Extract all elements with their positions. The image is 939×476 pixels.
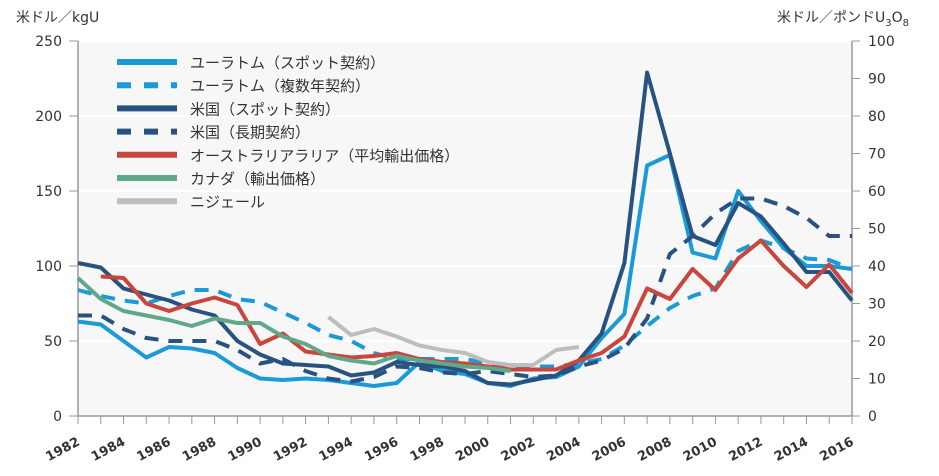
series-line <box>327 315 580 367</box>
legend-label: 米国（スポット契約） <box>190 100 340 118</box>
x-tick-label: 2016 <box>817 435 856 465</box>
x-tick-label: 1994 <box>317 435 356 465</box>
x-tick-label: 1988 <box>180 435 219 465</box>
series-line <box>77 153 853 388</box>
series-line <box>77 70 854 387</box>
x-tick-label: 1996 <box>362 435 401 465</box>
left-tick-label: 250 <box>35 34 62 50</box>
legend: ユーラトム（スポット契約） ユーラトム（複数年契約） 米国（スポット契約） 米国（長期… <box>117 54 459 211</box>
x-tick-label: 1998 <box>408 435 447 465</box>
left-tick-label: 150 <box>35 184 62 200</box>
x-tick-label: 2002 <box>499 435 538 465</box>
legend-label: オーストラリアラリア（平均輸出価格） <box>190 147 459 165</box>
legend-label: カナダ（輸出価格） <box>190 170 325 188</box>
left-tick-label: 100 <box>35 259 62 275</box>
x-tick-label: 2008 <box>635 435 674 465</box>
right-tick-label: 70 <box>868 147 886 163</box>
left-tick-label: 0 <box>53 409 62 425</box>
legend-label: ユーラトム（スポット契約） <box>190 54 385 72</box>
left-tick-label: 50 <box>44 334 62 350</box>
x-tick-label: 1984 <box>89 435 128 465</box>
series-line <box>78 196 852 384</box>
x-tick-label: 2012 <box>726 435 765 465</box>
plot-background <box>78 41 852 416</box>
x-tick-label: 2004 <box>544 435 583 465</box>
right-tick-label: 40 <box>868 259 886 275</box>
x-tick-label: 2006 <box>590 435 629 465</box>
legend-label: ニジェール <box>190 193 265 211</box>
right-tick-label: 30 <box>868 297 886 313</box>
right-tick-label: 10 <box>868 372 886 388</box>
right-tick-label: 60 <box>868 184 886 200</box>
x-tick-label: 2000 <box>453 435 492 465</box>
series-line <box>100 238 854 372</box>
left-tick-label: 200 <box>35 109 62 125</box>
legend-label: 米国（長期契約） <box>190 124 310 142</box>
x-tick-label: 1982 <box>43 435 82 465</box>
right-tick-label: 50 <box>868 222 886 238</box>
series-line <box>76 276 511 373</box>
right-tick-label: 100 <box>868 34 895 50</box>
x-tick-label: 1990 <box>226 435 265 465</box>
right-tick-label: 90 <box>868 72 886 88</box>
right-tick-label: 20 <box>868 334 886 350</box>
right-tick-label: 80 <box>868 109 886 125</box>
series-line <box>77 238 853 369</box>
x-tick-label: 1992 <box>271 435 310 465</box>
x-tick-label: 2010 <box>681 435 720 465</box>
left-axis-unit: 米ドル／kgU <box>16 10 99 26</box>
right-axis-unit: 米ドル／ポンドU3O8 <box>777 10 909 29</box>
legend-label: ユーラトム（複数年契約） <box>190 77 370 95</box>
right-tick-label: 0 <box>868 409 877 425</box>
x-tick-label: 1986 <box>135 435 174 465</box>
x-tick-label: 2014 <box>772 435 811 465</box>
